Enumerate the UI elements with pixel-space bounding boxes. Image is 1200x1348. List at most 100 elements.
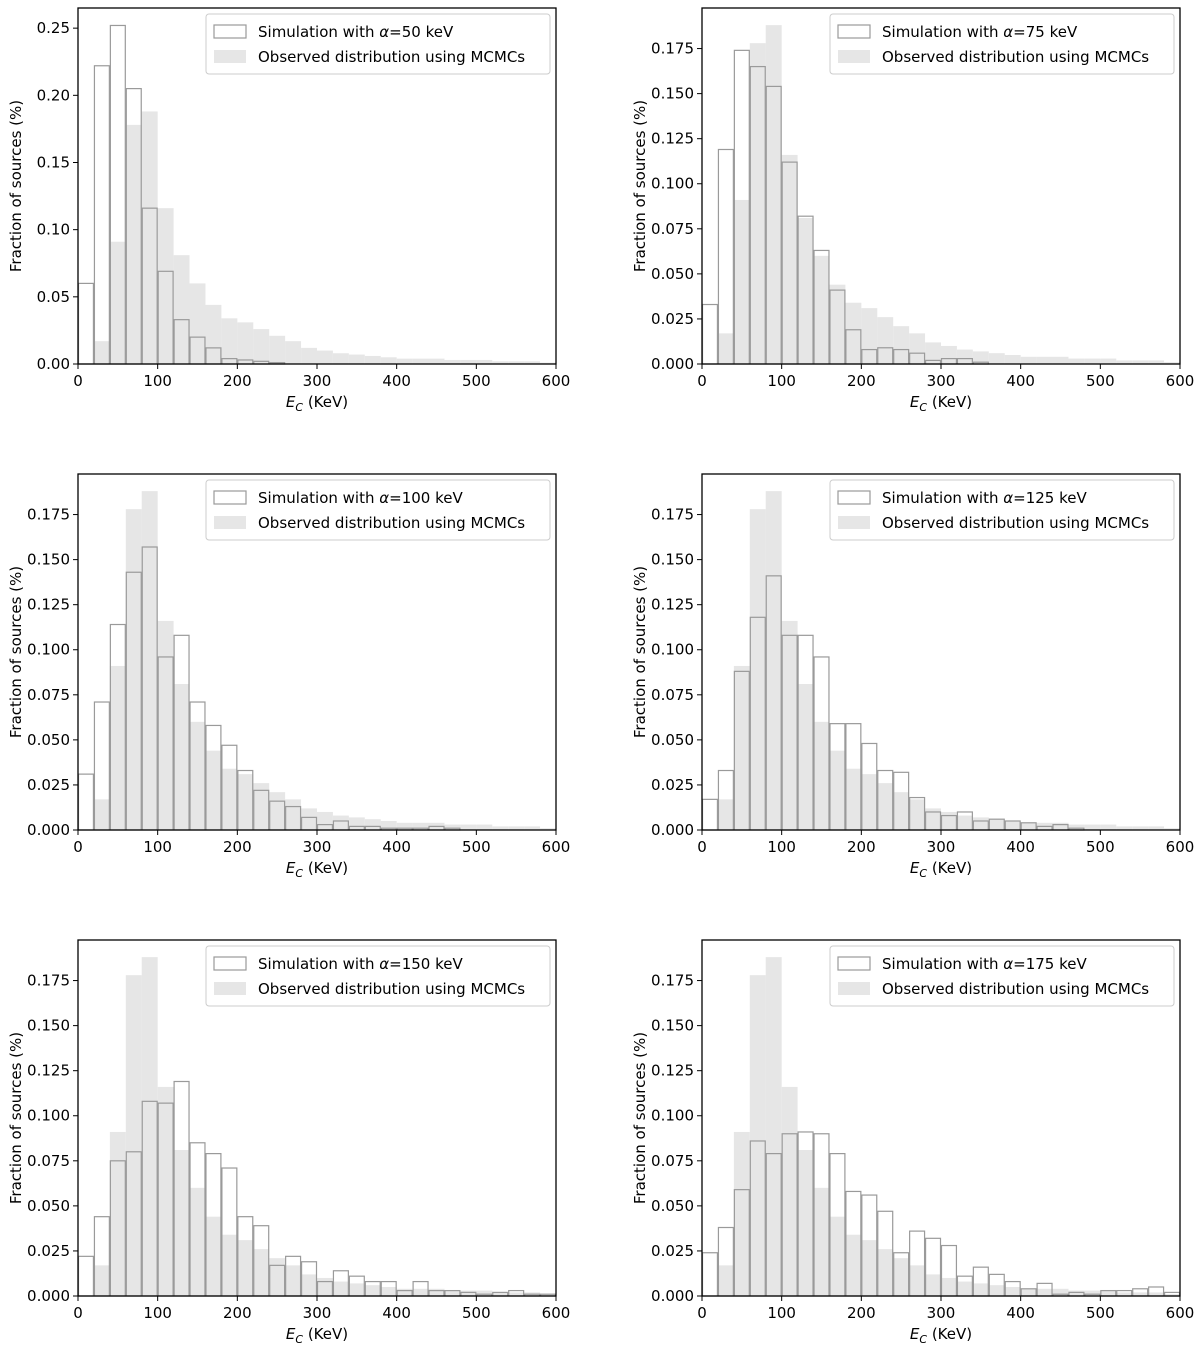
observed-bar: [925, 342, 941, 364]
x-tick-label: 200: [223, 838, 252, 856]
observed-bar: [364, 355, 381, 364]
observed-bar: [189, 721, 206, 830]
chart-panel-2: 0 100 200 300 400 500 600 0.000 0.025 0.050 0.075 0…: [631, 7, 1194, 414]
observed-bar: [205, 750, 222, 830]
y-tick-label: 0.050: [651, 265, 694, 283]
x-tick-label: 200: [223, 1304, 252, 1322]
y-tick-label: 0.15: [37, 153, 70, 171]
x-tick-label: 0: [73, 838, 83, 856]
x-tick-label: 300: [927, 838, 956, 856]
chart-panel-1: 0 100 200 300 400 500 600 0.00 0.05 0.10 0.15 0.20 0…: [7, 7, 570, 414]
x-tick-label: 400: [382, 1304, 411, 1322]
observed-bar: [93, 1265, 110, 1296]
observed-bar: [797, 217, 814, 364]
observed-bar: [301, 808, 317, 830]
x-tick-label: 300: [303, 838, 332, 856]
observed-bar: [797, 1149, 814, 1296]
legend-swatch-simulation: [213, 956, 247, 971]
legend: Simulation with α=125 keV Observed distri…: [829, 479, 1175, 541]
observed-bar: [956, 815, 973, 830]
observed-bar: [508, 361, 525, 364]
observed-bar: [813, 1187, 830, 1296]
legend: Simulation with α=100 keV Observed distri…: [205, 479, 551, 541]
observed-bar: [1020, 822, 1037, 830]
x-tick-label: 500: [1086, 372, 1115, 390]
observed-bar: [508, 826, 525, 830]
observed-bar: [173, 255, 190, 364]
observed-bar: [781, 154, 798, 364]
observed-bar: [1052, 822, 1069, 830]
observed-bar: [909, 1265, 926, 1296]
legend: Simulation with α=75 keV Observed distrib…: [829, 13, 1175, 75]
x-tick-label: 500: [1086, 1304, 1115, 1322]
observed-bar: [1004, 1286, 1021, 1296]
observed-bar: [460, 824, 477, 830]
observed-histogram: [93, 491, 556, 830]
y-tick-label: 0.175: [27, 506, 70, 524]
observed-histogram: [93, 111, 556, 364]
observed-bar: [1100, 358, 1117, 364]
observed-bar: [1100, 1290, 1117, 1296]
y-tick-label: 0.075: [27, 686, 70, 704]
y-tick-label: 0.20: [37, 86, 70, 104]
observed-bar: [412, 822, 429, 830]
observed-bar: [1004, 354, 1021, 364]
legend-label-observed: Observed distribution using MCMCs: [258, 48, 525, 66]
x-tick-label: 0: [73, 372, 83, 390]
y-tick-label: 0.125: [27, 1062, 70, 1080]
x-tick-label: 500: [1086, 838, 1115, 856]
observed-bar: [1132, 360, 1149, 364]
observed-bar: [1068, 358, 1085, 364]
legend-swatch-simulation: [837, 490, 871, 505]
observed-bar: [781, 620, 798, 830]
observed-bar: [813, 721, 830, 830]
observed-histogram: [717, 491, 1180, 830]
observed-bar: [237, 1240, 254, 1296]
observed-bar: [717, 333, 734, 364]
observed-bar: [412, 358, 429, 364]
y-tick-label: 0.125: [651, 596, 694, 614]
observed-bar: [1132, 1292, 1149, 1296]
observed-bar: [877, 317, 894, 364]
observed-bar: [380, 1286, 397, 1296]
y-tick-label: 0.00: [37, 355, 70, 373]
y-tick-label: 0.000: [27, 821, 70, 839]
legend-label-observed: Observed distribution using MCMCs: [258, 514, 525, 532]
observed-bar: [285, 1265, 302, 1296]
observed-bar: [412, 1288, 429, 1296]
observed-bar: [1004, 820, 1021, 830]
observed-bar: [157, 620, 174, 830]
observed-bar: [364, 819, 381, 830]
y-tick-label: 0.025: [651, 310, 694, 328]
observed-bar: [285, 799, 302, 830]
observed-bar: [829, 284, 846, 364]
x-tick-label: 400: [382, 838, 411, 856]
y-tick-label: 0.25: [37, 19, 70, 37]
observed-bar: [476, 359, 493, 364]
observed-bar: [476, 1290, 493, 1296]
y-tick-label: 0.025: [651, 776, 694, 794]
x-axis-label: EC (KeV): [910, 393, 972, 414]
observed-bar: [93, 799, 110, 830]
x-tick-label: 100: [143, 1304, 172, 1322]
observed-bar: [93, 341, 110, 364]
observed-bar: [332, 353, 349, 364]
observed-bar: [492, 361, 509, 364]
x-tick-label: 200: [847, 838, 876, 856]
y-tick-label: 0.125: [651, 1062, 694, 1080]
x-tick-label: 0: [697, 1304, 707, 1322]
observed-bar: [189, 283, 206, 364]
y-tick-label: 0.050: [27, 731, 70, 749]
x-tick-label: 600: [542, 838, 571, 856]
x-tick-label: 200: [847, 372, 876, 390]
observed-bar: [765, 491, 782, 830]
observed-bar: [237, 322, 254, 364]
observed-bar: [1100, 824, 1117, 830]
observed-bar: [845, 768, 862, 830]
observed-bar: [221, 318, 238, 364]
legend-swatch-simulation: [837, 24, 871, 39]
observed-bar: [380, 820, 397, 830]
y-tick-label: 0.025: [27, 776, 70, 794]
observed-bar: [861, 1240, 878, 1296]
y-tick-label: 0.000: [651, 1287, 694, 1305]
